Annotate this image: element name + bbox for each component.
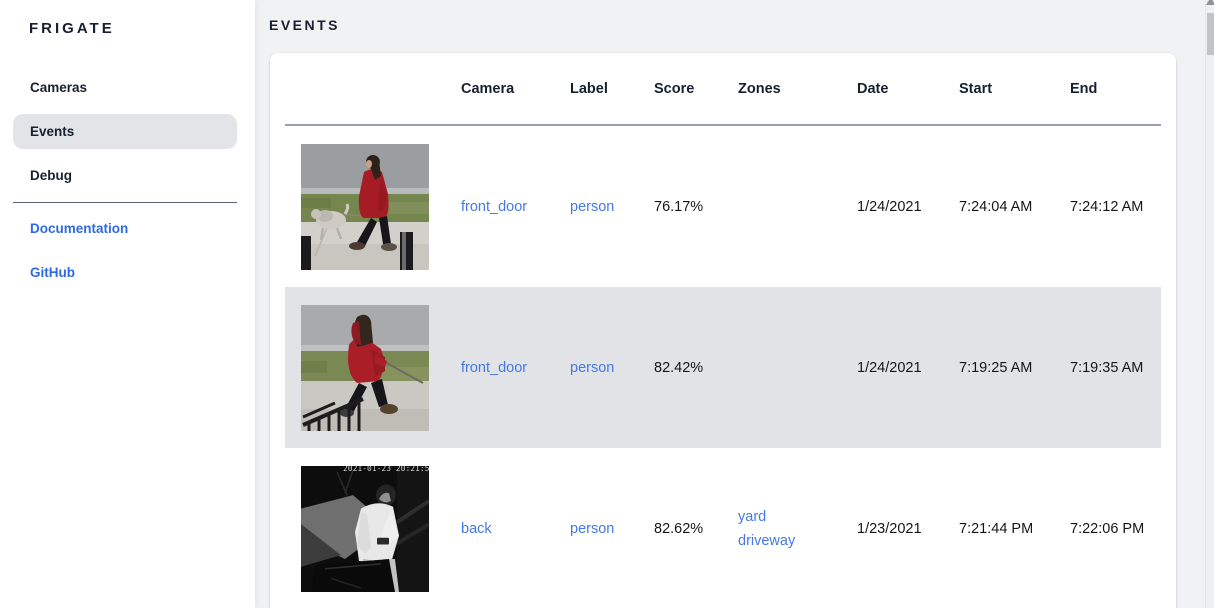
scrollbar[interactable] <box>1205 0 1214 608</box>
sidebar-link-documentation[interactable]: Documentation <box>13 211 237 246</box>
camera-link[interactable]: back <box>461 520 492 537</box>
sidebar-nav: Cameras Events Debug Documentation GitHu… <box>0 70 255 290</box>
sidebar: FRIGATE Cameras Events Debug Documentati… <box>0 0 255 608</box>
sidebar-item-debug[interactable]: Debug <box>13 158 237 193</box>
sidebar-item-label: Cameras <box>30 80 88 95</box>
table-row[interactable]: 2021-01-23 20:21:52 back <box>285 448 1161 608</box>
column-header-end: End <box>1070 80 1098 97</box>
camera-link[interactable]: front_door <box>461 359 528 376</box>
score-cell: 82.42% <box>654 359 704 376</box>
start-cell: 7:21:44 PM <box>959 520 1034 537</box>
sidebar-link-label: GitHub <box>30 265 75 280</box>
column-header-camera: Camera <box>461 80 515 97</box>
table-row[interactable]: front_door person 82.42% 1/24/2021 7:19:… <box>285 287 1161 448</box>
scrollbar-thumb[interactable] <box>1207 13 1214 55</box>
zone-link[interactable]: driveway <box>738 532 796 549</box>
date-cell: 1/24/2021 <box>857 359 922 376</box>
page-title: EVENTS <box>269 17 341 33</box>
end-cell: 7:19:35 AM <box>1070 359 1144 376</box>
column-header-date: Date <box>857 80 889 97</box>
date-cell: 1/24/2021 <box>857 198 922 215</box>
zone-link[interactable]: yard <box>738 508 767 525</box>
sidebar-item-label: Events <box>30 124 75 139</box>
label-link[interactable]: person <box>570 520 615 537</box>
camera-link[interactable]: front_door <box>461 198 528 215</box>
column-header-zones: Zones <box>738 80 781 97</box>
sidebar-link-github[interactable]: GitHub <box>13 255 237 290</box>
table-row[interactable]: front_door person 76.17% 1/24/2021 7:24:… <box>285 126 1161 287</box>
score-cell: 82.62% <box>654 520 704 537</box>
label-link[interactable]: person <box>570 198 615 215</box>
score-cell: 76.17% <box>654 198 704 215</box>
column-header-label: Label <box>570 80 608 97</box>
sidebar-item-cameras[interactable]: Cameras <box>13 70 237 105</box>
main-content: EVENTS Camera Label Score Zones Date Sta… <box>255 0 1205 608</box>
sidebar-link-label: Documentation <box>30 221 129 236</box>
end-cell: 7:24:12 AM <box>1070 198 1144 215</box>
sidebar-item-label: Debug <box>30 168 72 183</box>
zones-cell: yard driveway <box>738 505 857 553</box>
end-cell: 7:22:06 PM <box>1070 520 1145 537</box>
date-cell: 1/23/2021 <box>857 520 922 537</box>
column-header-score: Score <box>654 80 695 97</box>
event-thumbnail[interactable] <box>301 304 429 431</box>
start-cell: 7:24:04 AM <box>959 198 1033 215</box>
start-cell: 7:19:25 AM <box>959 359 1033 376</box>
event-thumbnail[interactable] <box>301 143 429 270</box>
sidebar-item-events[interactable]: Events <box>13 114 237 149</box>
column-header-start: Start <box>959 80 993 97</box>
events-card: Camera Label Score Zones Date Start End <box>270 53 1176 608</box>
app-logo: FRIGATE <box>29 20 115 37</box>
thumbnail-timestamp-overlay: 2021-01-23 20:21:52 <box>343 466 429 473</box>
label-link[interactable]: person <box>570 359 615 376</box>
event-thumbnail[interactable]: 2021-01-23 20:21:52 <box>301 465 429 592</box>
sidebar-divider <box>13 202 237 203</box>
scrollbar-up-arrow-icon[interactable] <box>1206 0 1214 5</box>
table-header-row: Camera Label Score Zones Date Start End <box>285 53 1161 126</box>
